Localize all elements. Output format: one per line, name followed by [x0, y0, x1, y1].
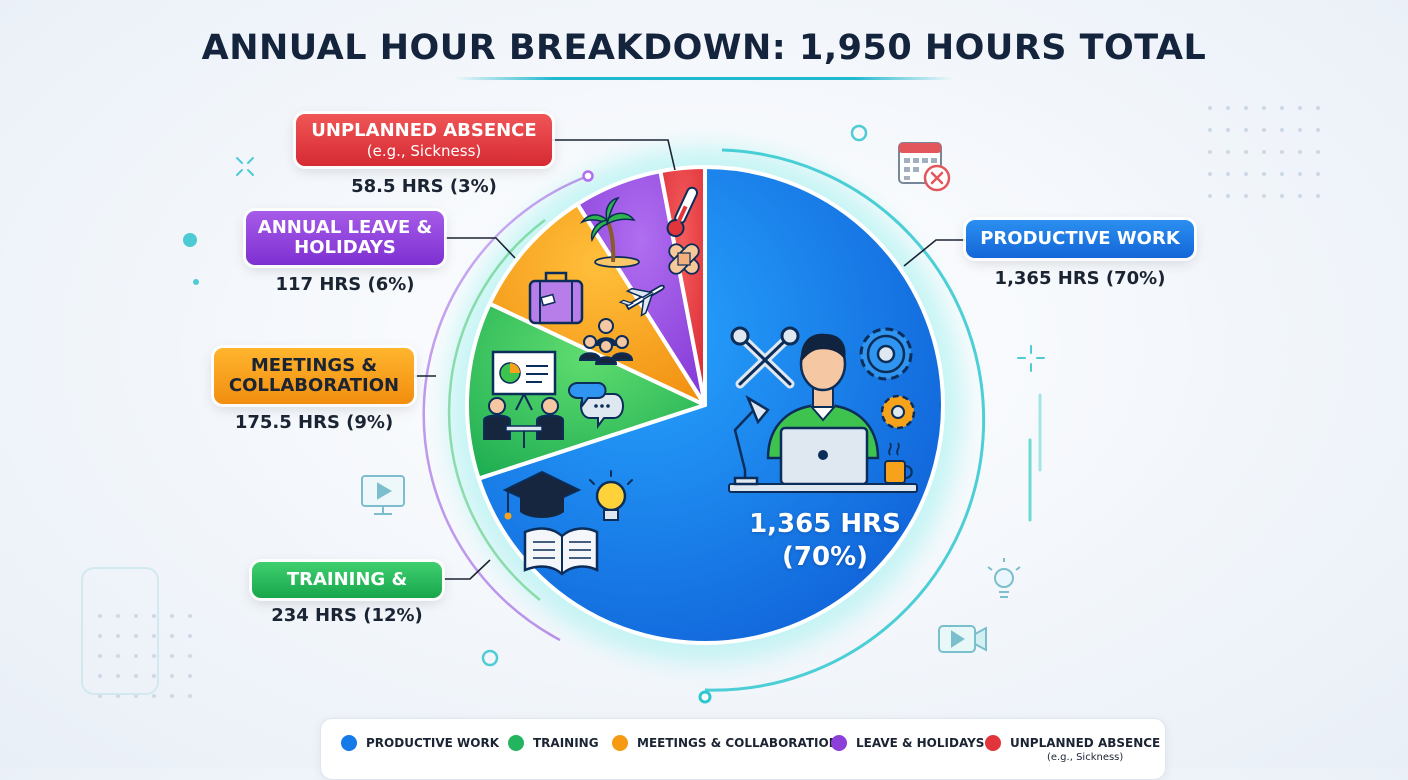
phone-outline-decor [81, 567, 159, 695]
background-decor [81, 106, 1320, 698]
book-icon [523, 527, 599, 576]
dot-grid-right [1208, 106, 1320, 198]
crosshair-icon [1017, 345, 1045, 372]
gear-icon [859, 327, 913, 381]
legend-label: MEETINGS & COLLABORATION [637, 736, 839, 750]
productive-hours: 1,365 HRS (70%) [994, 268, 1166, 289]
thermometer-icon [666, 186, 699, 238]
legend-label: UNPLANNED ABSENCE [1010, 736, 1161, 750]
callout-lines [415, 139, 965, 580]
legend-swatch [831, 735, 847, 751]
legend-swatch [612, 735, 628, 751]
palm-tree-icon [579, 196, 640, 268]
legend-item-absence: UNPLANNED ABSENCE (e.g., Sickness) [985, 735, 1161, 763]
worker-at-laptop-icon [728, 333, 918, 493]
pie-slice-productive-work [476, 165, 945, 645]
sparkle-icon [236, 157, 254, 176]
suitcase-icon [528, 271, 584, 325]
chart-legend: PRODUCTIVE WORK TRAINING MEETINGS & COLL… [320, 718, 1166, 780]
legend-label: PRODUCTIVE WORK [366, 736, 500, 750]
group-icon [578, 318, 634, 365]
bandage-icon [668, 243, 700, 275]
callout-line-absence [552, 139, 676, 171]
lightbulb-icon [589, 470, 633, 521]
ring-decor [850, 124, 868, 142]
legend-note: (e.g., Sickness) [1046, 752, 1124, 763]
outer-ring-left [422, 174, 589, 642]
leave-title-line2: HOLIDAYS [294, 237, 396, 258]
absence-note: (e.g., Sickness) [366, 141, 482, 160]
label-meetings: MEETINGS & COLLABORATION [214, 348, 414, 404]
legend-item-productive: PRODUCTIVE WORK [341, 735, 500, 751]
legend-swatch [985, 735, 1001, 751]
legend-label: LEAVE & HOLIDAYS [856, 736, 985, 750]
callout-line-productive [903, 239, 965, 267]
coffee-cup-icon [884, 442, 913, 484]
meetings-title-line2: COLLABORATION [228, 375, 400, 396]
gear-small-icon [880, 394, 916, 430]
desk-lamp-icon [733, 394, 770, 486]
legend-swatch [341, 735, 357, 751]
leave-hours: 117 HRS (6%) [275, 274, 415, 295]
chat-bubbles-icon [568, 382, 624, 429]
label-unplanned-absence: UNPLANNED ABSENCE (e.g., Sickness) [296, 114, 552, 166]
legend-item-leave: LEAVE & HOLIDAYS [831, 735, 985, 751]
presentation-board-icon [491, 350, 557, 411]
chart-title: ANNUAL HOUR BREAKDOWN: 1,950 HOURS TOTAL [201, 28, 1207, 68]
callout-line-training [444, 559, 491, 580]
meetings-title-line1: MEETINGS & [250, 355, 378, 377]
leave-title-line1: ANNUAL LEAVE & [257, 217, 433, 239]
label-productive-work: PRODUCTIVE WORK [966, 220, 1194, 258]
graduation-cap-icon [502, 470, 582, 520]
title-underline [454, 77, 954, 80]
label-annual-leave: ANNUAL LEAVE & HOLIDAYS [246, 211, 444, 265]
absence-title: UNPLANNED ABSENCE [311, 119, 537, 141]
lightbulb-small-icon [987, 558, 1021, 598]
video-camera-icon [938, 625, 987, 653]
wrench-icon [730, 326, 800, 389]
absence-hours: 58.5 HRS (3%) [351, 176, 497, 197]
legend-item-meetings: MEETINGS & COLLABORATION [612, 735, 839, 751]
training-hours: 234 HRS (12%) [271, 605, 423, 626]
teal-dot-decor [183, 233, 197, 247]
legend-swatch [508, 735, 524, 751]
slice-percent-label: (70%) [782, 541, 868, 572]
pie-slice-meetings [487, 202, 707, 407]
productive-title: PRODUCTIVE WORK [980, 228, 1180, 250]
legend-label: TRAINING [533, 736, 599, 750]
meeting-people-icon [483, 397, 564, 448]
monitor-play-icon [361, 475, 405, 515]
label-training: TRAINING & [252, 562, 442, 598]
meetings-hours: 175.5 HRS (9%) [234, 412, 394, 433]
legend-item-training: TRAINING [508, 735, 599, 751]
airplane-icon [618, 284, 665, 317]
slice-hours-label: 1,365 HRS [749, 509, 901, 539]
calendar-cancel-icon [898, 142, 951, 192]
training-title: TRAINING & [286, 569, 408, 591]
dot-grid-left [98, 614, 192, 698]
callout-line-leave [445, 237, 516, 259]
productive-slice-label: 1,365 HRS (70%) [720, 508, 930, 573]
outer-ring-right [704, 148, 986, 692]
